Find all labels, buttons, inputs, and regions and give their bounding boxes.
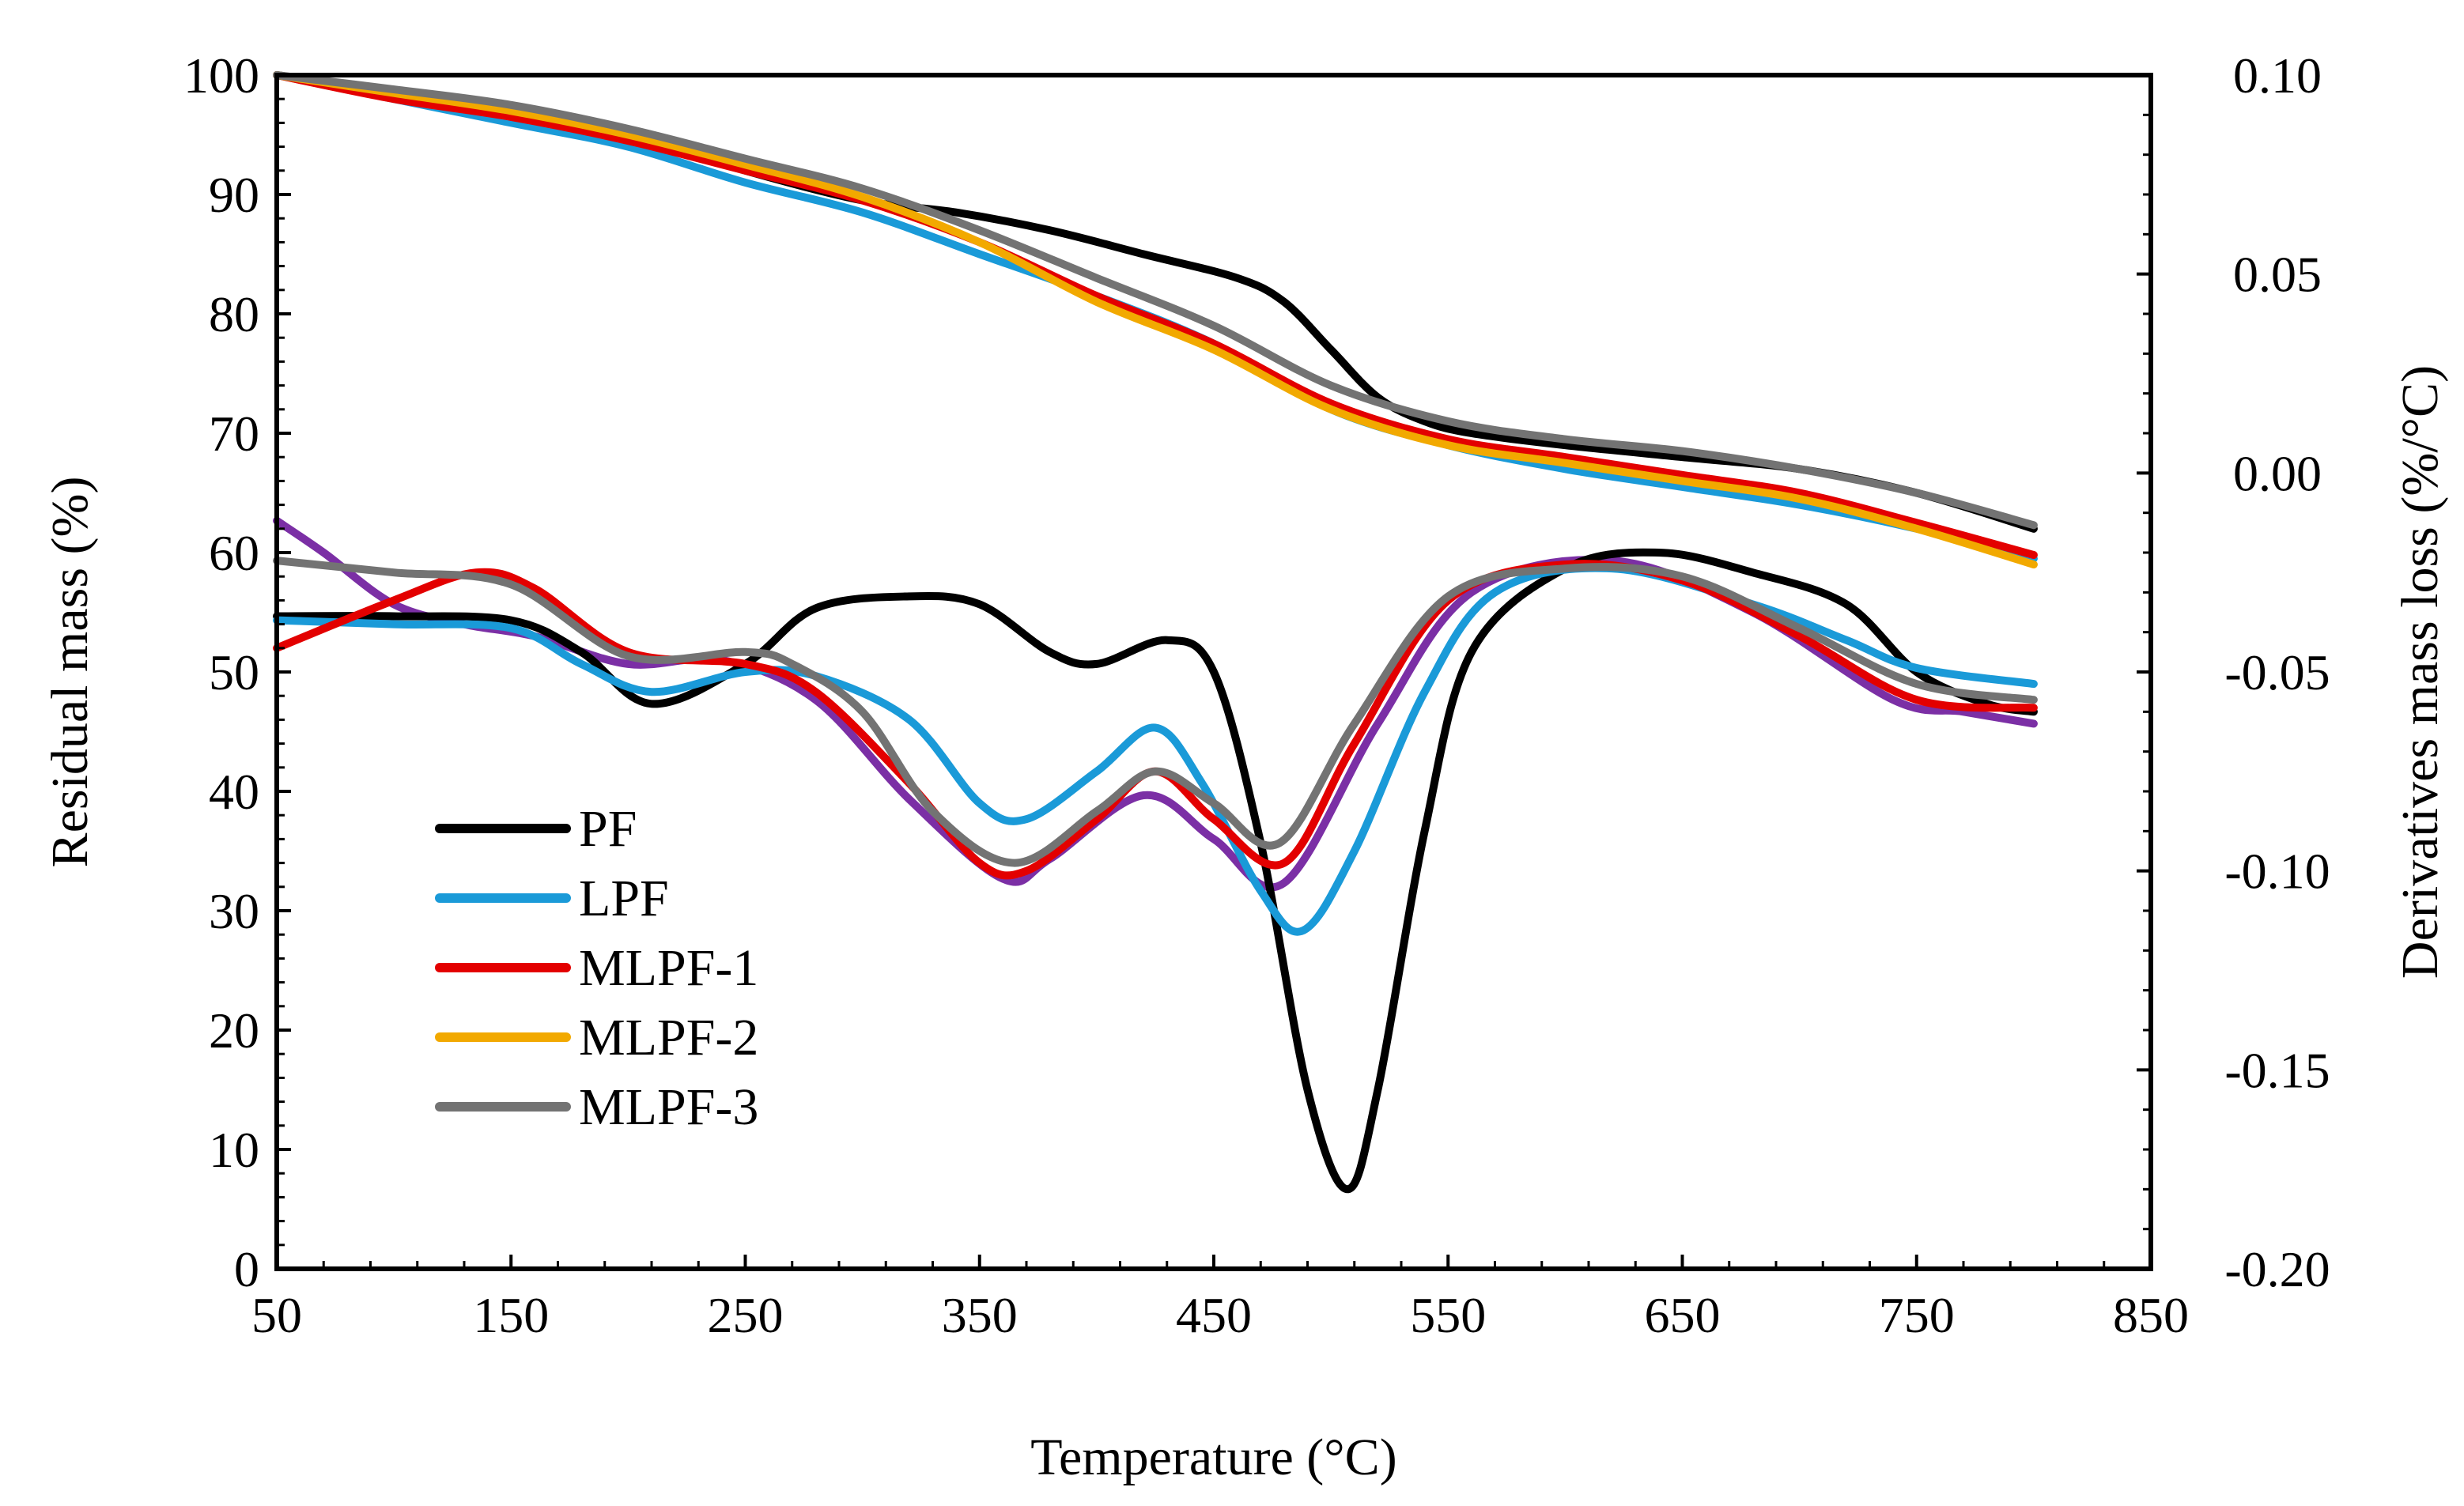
series-layer [273,71,2038,1194]
series-line-pf-dtg [273,548,2038,1194]
legend-label: MLPF-2 [579,1009,758,1066]
legend: PF LPF MLPF-1 MLPF-2 MLPF-3 [435,800,758,1136]
x-tick-label: 750 [1879,1287,1955,1343]
legend-label: MLPF-3 [579,1078,758,1136]
x-tick-label: 550 [1410,1287,1486,1343]
x-tick-label: 650 [1645,1287,1721,1343]
y-axis-title: Residual mass (%) [41,477,99,868]
y-tick-label: 10 [209,1122,259,1178]
y-tick-label: 90 [209,167,259,223]
y-tick-label: 30 [209,883,259,939]
x-tick-label: 50 [251,1287,302,1343]
series-line-mlpf-3-dtg [273,557,2038,867]
y2-tick-label: 0.00 [2233,445,2322,501]
y-tick-label: 20 [209,1002,259,1059]
y2-tick-label: -0.05 [2224,644,2330,700]
y-tick-label: 40 [209,764,259,820]
series-line-mlpf-1-tg [273,71,2038,559]
y2-tick-label: 0.05 [2233,247,2322,303]
y-tick-label: 80 [209,286,259,342]
y2-tick-label: -0.10 [2224,844,2330,900]
x-axis-title: Temperature (°C) [1030,1429,1396,1486]
y-tick-label: 70 [209,406,259,462]
x-tick-label: 150 [473,1287,549,1343]
y2-axis-title: Derivatives mass loss (%/°C) [2391,365,2449,979]
x-tick-label: 850 [2113,1287,2189,1343]
y2-tick-label: -0.20 [2224,1241,2330,1297]
series-line-mlpf-3-tg [273,71,2038,530]
legend-label: PF [579,800,637,858]
legend-label: LPF [579,870,669,927]
y-tick-label: 50 [209,644,259,700]
y2-tick-label: -0.15 [2224,1042,2330,1098]
y2-tick-label: 0.10 [2233,47,2322,104]
series-line-mlpf-2-tg [273,71,2038,569]
legend-label: MLPF-1 [579,939,758,997]
labels-layer: 50 150 250 350 450 550 650 750 850 0 10 20 30 40 50 60 7… [183,47,2330,1343]
y-tick-label: 0 [234,1241,259,1297]
ticks-layer [275,74,2152,1270]
x-tick-label: 350 [942,1287,1018,1343]
x-tick-label: 250 [708,1287,784,1343]
x-tick-label: 450 [1176,1287,1252,1343]
y-tick-label: 60 [209,525,259,581]
y-tick-label: 100 [183,47,259,104]
